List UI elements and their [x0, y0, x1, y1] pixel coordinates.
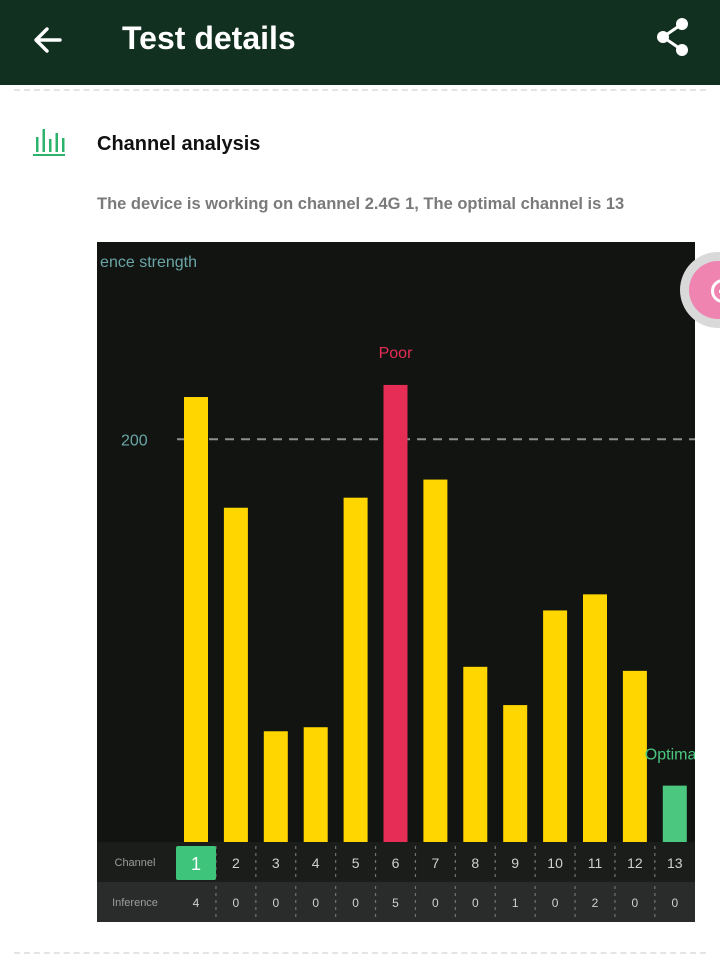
bar-chart-icon [33, 129, 65, 156]
inference-value: 0 [472, 896, 479, 910]
channel-chart: ence strength 200 Channel Inference 1 4 2 0 3 0 4 0… [97, 242, 695, 922]
inference-row-label: Inference [112, 897, 158, 909]
bar-channel-7 [423, 479, 448, 842]
channel-tick-label: 1 [191, 854, 201, 874]
inference-value: 0 [352, 896, 359, 910]
zoom-button-face [689, 261, 720, 319]
divider [14, 89, 706, 91]
inference-value: 0 [671, 896, 678, 910]
bar-channel-4 [303, 727, 328, 842]
channel-tick-label: 7 [432, 855, 440, 871]
channel-tick-label: 2 [232, 855, 240, 871]
channel-status-text: The device is working on channel 2.4G 1,… [97, 195, 625, 213]
channel-tick-label: 11 [588, 855, 603, 871]
channel-tick-label: 6 [392, 855, 400, 871]
section-title: Channel analysis [97, 133, 261, 155]
poor-annotation: Poor [379, 345, 413, 362]
current-channel-highlight [176, 846, 216, 880]
inference-value: 1 [512, 896, 519, 910]
channel-tick-label: 12 [627, 855, 643, 871]
channel-chart-svg: ence strength200ChannelInference14203040… [97, 254, 695, 922]
y-axis-label: ence strength [100, 254, 197, 271]
bar-channel-2 [223, 507, 248, 842]
share-icon[interactable] [654, 16, 692, 58]
inference-value: 0 [552, 896, 559, 910]
bar-channel-9 [503, 705, 528, 842]
zoom-in-icon [711, 279, 720, 303]
arrow-left-icon[interactable] [28, 20, 68, 60]
channel-tick-label: 13 [667, 855, 683, 871]
page-title: Test details [122, 20, 296, 56]
app-bar: Test details [0, 0, 720, 85]
inference-value: 0 [632, 896, 639, 910]
channel-tick-label: 9 [511, 855, 519, 871]
inference-value: 5 [392, 896, 399, 910]
divider-bottom [14, 952, 706, 954]
inference-row [97, 882, 695, 922]
bar-channel-12 [622, 670, 647, 842]
bar-channel-6 [383, 384, 408, 842]
bar-channel-11 [583, 594, 607, 842]
bar-channel-1 [184, 397, 208, 842]
channel-tick-label: 5 [352, 855, 360, 871]
inference-value: 0 [272, 896, 279, 910]
channel-tick-label: 10 [547, 855, 563, 871]
bar-channel-8 [463, 666, 488, 842]
channel-tick-label: 4 [312, 855, 320, 871]
inference-value: 0 [312, 896, 319, 910]
bar-channel-3 [263, 731, 288, 842]
inference-value: 4 [193, 896, 200, 910]
inference-value: 0 [432, 896, 439, 910]
inference-value: 0 [233, 896, 240, 910]
bar-channel-13 [662, 785, 687, 842]
bar-channel-10 [543, 610, 568, 842]
channel-tick-label: 3 [272, 855, 280, 871]
bar-channel-5 [343, 497, 368, 842]
channel-tick-label: 8 [471, 855, 479, 871]
optimal-annotation: Optimal [645, 747, 695, 764]
channel-row-label: Channel [115, 857, 156, 869]
reference-line-label: 200 [121, 432, 148, 449]
inference-value: 2 [592, 896, 599, 910]
zoom-button[interactable] [680, 252, 720, 328]
